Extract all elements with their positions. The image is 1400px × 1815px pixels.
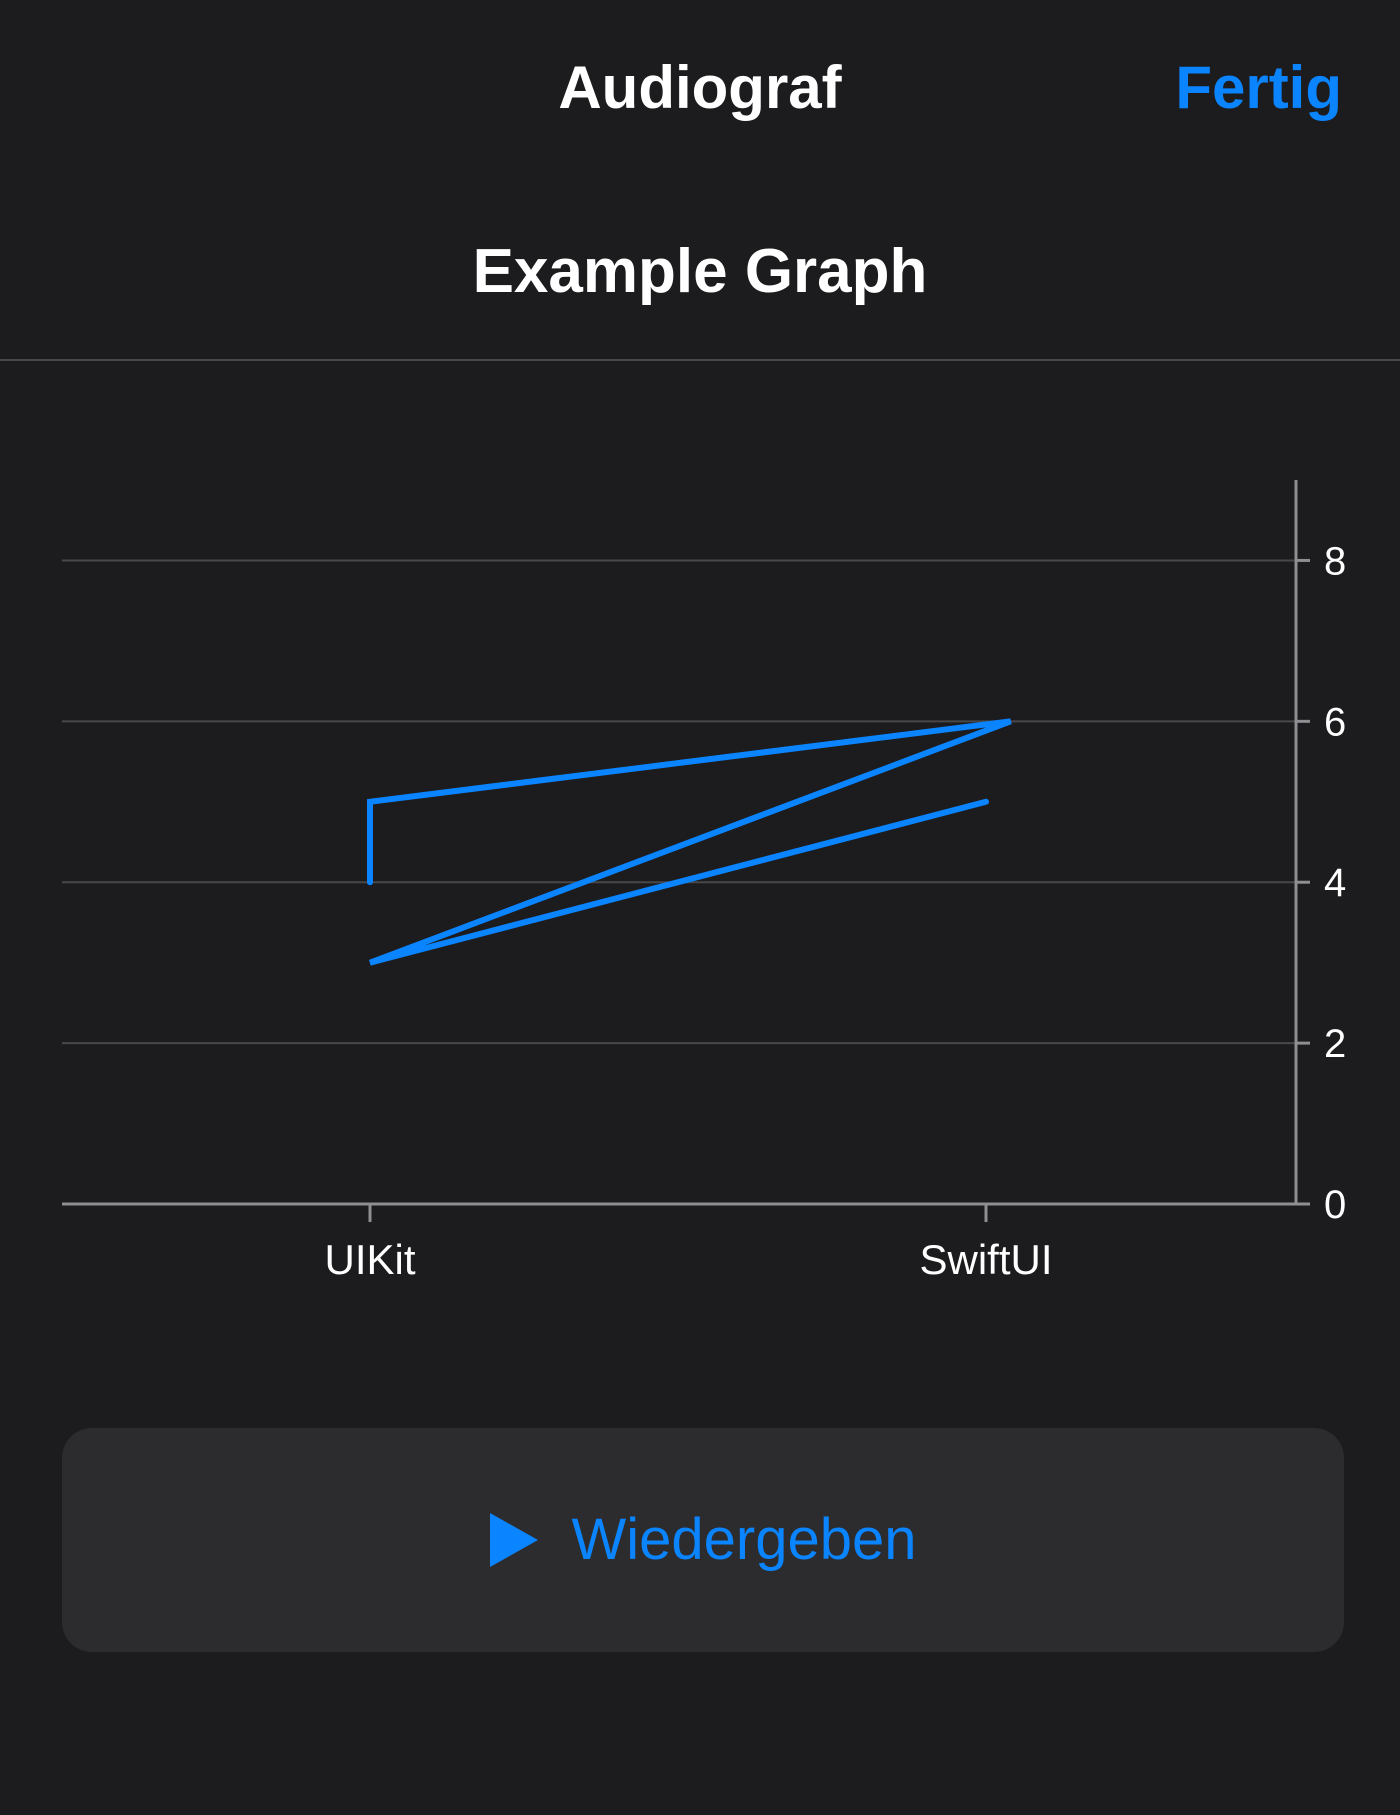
x-tick-label-swiftui: SwiftUI bbox=[919, 1236, 1052, 1283]
nav-title: Audiograf bbox=[558, 54, 842, 121]
y-tick-label-2: 2 bbox=[1324, 1022, 1346, 1066]
audio-graph-chart: 0 2 4 6 8 UIKit SwiftUI bbox=[0, 460, 1400, 1300]
play-button[interactable]: Wiedergeben bbox=[62, 1428, 1344, 1652]
chart-svg: 0 2 4 6 8 UIKit SwiftUI bbox=[62, 480, 1346, 1283]
navigation-bar: Audiograf Fertig bbox=[0, 0, 1400, 180]
y-tick-label-6: 6 bbox=[1324, 700, 1346, 744]
graph-title: Example Graph bbox=[472, 237, 928, 306]
data-series-line bbox=[367, 718, 1012, 966]
divider bbox=[0, 359, 1400, 361]
done-button[interactable]: Fertig bbox=[1175, 54, 1342, 121]
play-icon bbox=[489, 1513, 538, 1567]
y-tick-label-8: 8 bbox=[1324, 539, 1346, 583]
x-tick-label-uikit: UIKit bbox=[324, 1236, 415, 1283]
play-button-label: Wiedergeben bbox=[571, 1507, 917, 1572]
y-tick-label-4: 4 bbox=[1324, 861, 1346, 905]
y-tick-label-0: 0 bbox=[1324, 1183, 1346, 1227]
